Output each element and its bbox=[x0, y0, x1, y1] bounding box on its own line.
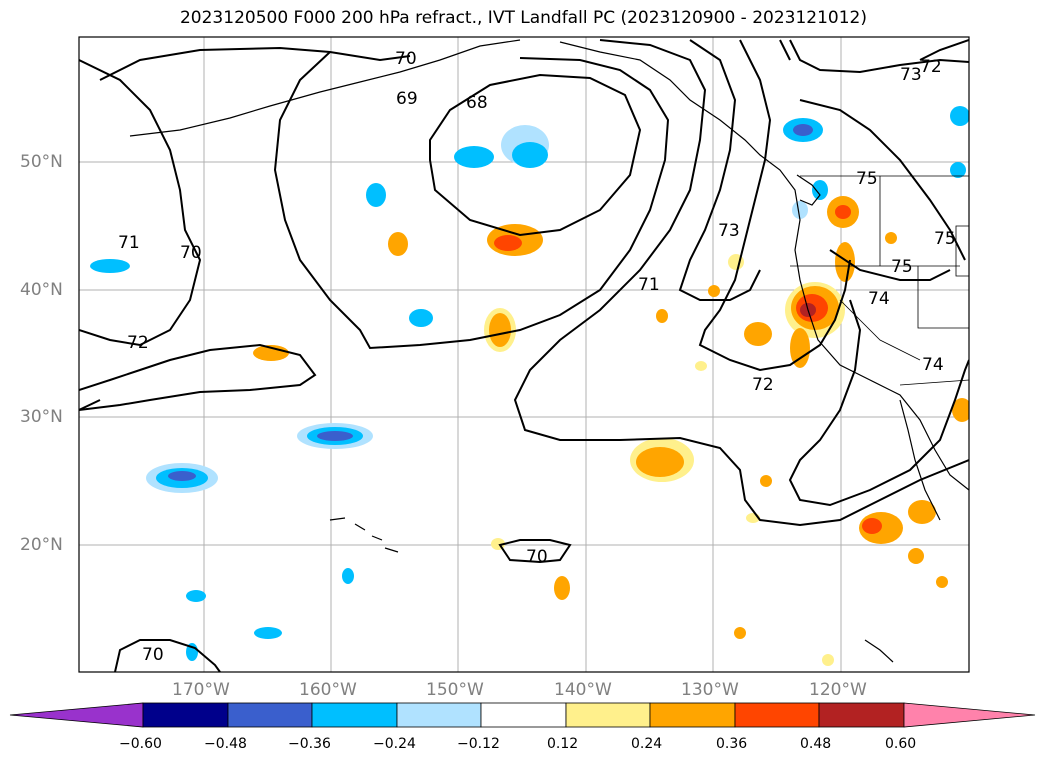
colorbar-tick: 0.12 bbox=[547, 736, 579, 752]
lon-label-160w: 160°W bbox=[299, 680, 357, 700]
lon-label-130w: 130°W bbox=[681, 680, 739, 700]
contour-label: 72 bbox=[752, 375, 774, 395]
contour-label: 71 bbox=[638, 275, 660, 295]
lat-label-30n: 30°N bbox=[20, 407, 63, 427]
colorbar-tick: 0.48 bbox=[800, 736, 832, 752]
contour-label: 72 bbox=[920, 57, 942, 77]
colorbar-tick: −0.12 bbox=[457, 736, 500, 752]
colorbar-tick: 0.24 bbox=[631, 736, 663, 752]
lon-label-150w: 150°W bbox=[426, 680, 484, 700]
contour-label: 69 bbox=[396, 89, 418, 109]
lat-label-20n: 20°N bbox=[20, 535, 63, 555]
colorbar-segment bbox=[142, 702, 229, 728]
colorbar-tick: 0.36 bbox=[716, 736, 748, 752]
contour-label: 73 bbox=[900, 65, 922, 85]
lon-label-170w: 170°W bbox=[172, 680, 230, 700]
lon-label-140w: 140°W bbox=[554, 680, 612, 700]
colorbar-segment bbox=[818, 702, 905, 728]
contour-label: 74 bbox=[922, 355, 944, 375]
contour-label: 75 bbox=[856, 169, 878, 189]
contour-label: 71 bbox=[118, 233, 140, 253]
colorbar-segment bbox=[565, 702, 651, 728]
contour-label: 70 bbox=[180, 243, 202, 263]
map-title: 2023120500 F000 200 hPa refract., IVT La… bbox=[179, 8, 867, 28]
colorbar-tick: 0.60 bbox=[885, 736, 917, 752]
coastlines bbox=[129, 39, 969, 663]
colorbar-extend-left bbox=[9, 702, 144, 728]
colorbar-segment bbox=[227, 702, 313, 728]
contour-label: 70 bbox=[526, 547, 548, 567]
contour-label: 75 bbox=[891, 257, 913, 277]
contour-label: 74 bbox=[868, 289, 890, 309]
contour-labels: 70 69 68 71 70 72 71 73 73 72 75 75 75 7… bbox=[118, 49, 956, 665]
political-borders bbox=[790, 175, 969, 386]
contour-label: 70 bbox=[395, 49, 417, 69]
colorbar-tick: −0.36 bbox=[288, 736, 331, 752]
refractivity-shading bbox=[90, 106, 969, 666]
map-frame bbox=[78, 36, 970, 673]
lat-label-50n: 50°N bbox=[20, 152, 63, 172]
colorbar-segment bbox=[396, 702, 482, 728]
colorbar-tick: −0.60 bbox=[119, 736, 162, 752]
contour-label: 70 bbox=[142, 645, 164, 665]
grid-lines bbox=[79, 37, 969, 672]
lat-label-40n: 40°N bbox=[20, 280, 63, 300]
colorbar-extend-right bbox=[903, 702, 1036, 728]
lon-label-120w: 120°W bbox=[809, 680, 867, 700]
colorbar-segment bbox=[311, 702, 398, 728]
colorbar-tick: −0.24 bbox=[373, 736, 416, 752]
contour-label: 75 bbox=[934, 229, 956, 249]
colorbar-segment bbox=[649, 702, 736, 728]
contour-label: 72 bbox=[127, 333, 149, 353]
colorbar bbox=[9, 702, 1036, 728]
colorbar-tick: −0.48 bbox=[204, 736, 247, 752]
colorbar-segment bbox=[734, 702, 820, 728]
contour-lines bbox=[79, 39, 969, 672]
contour-label: 68 bbox=[466, 93, 488, 113]
colorbar-segment bbox=[480, 702, 567, 728]
contour-label: 73 bbox=[718, 221, 740, 241]
